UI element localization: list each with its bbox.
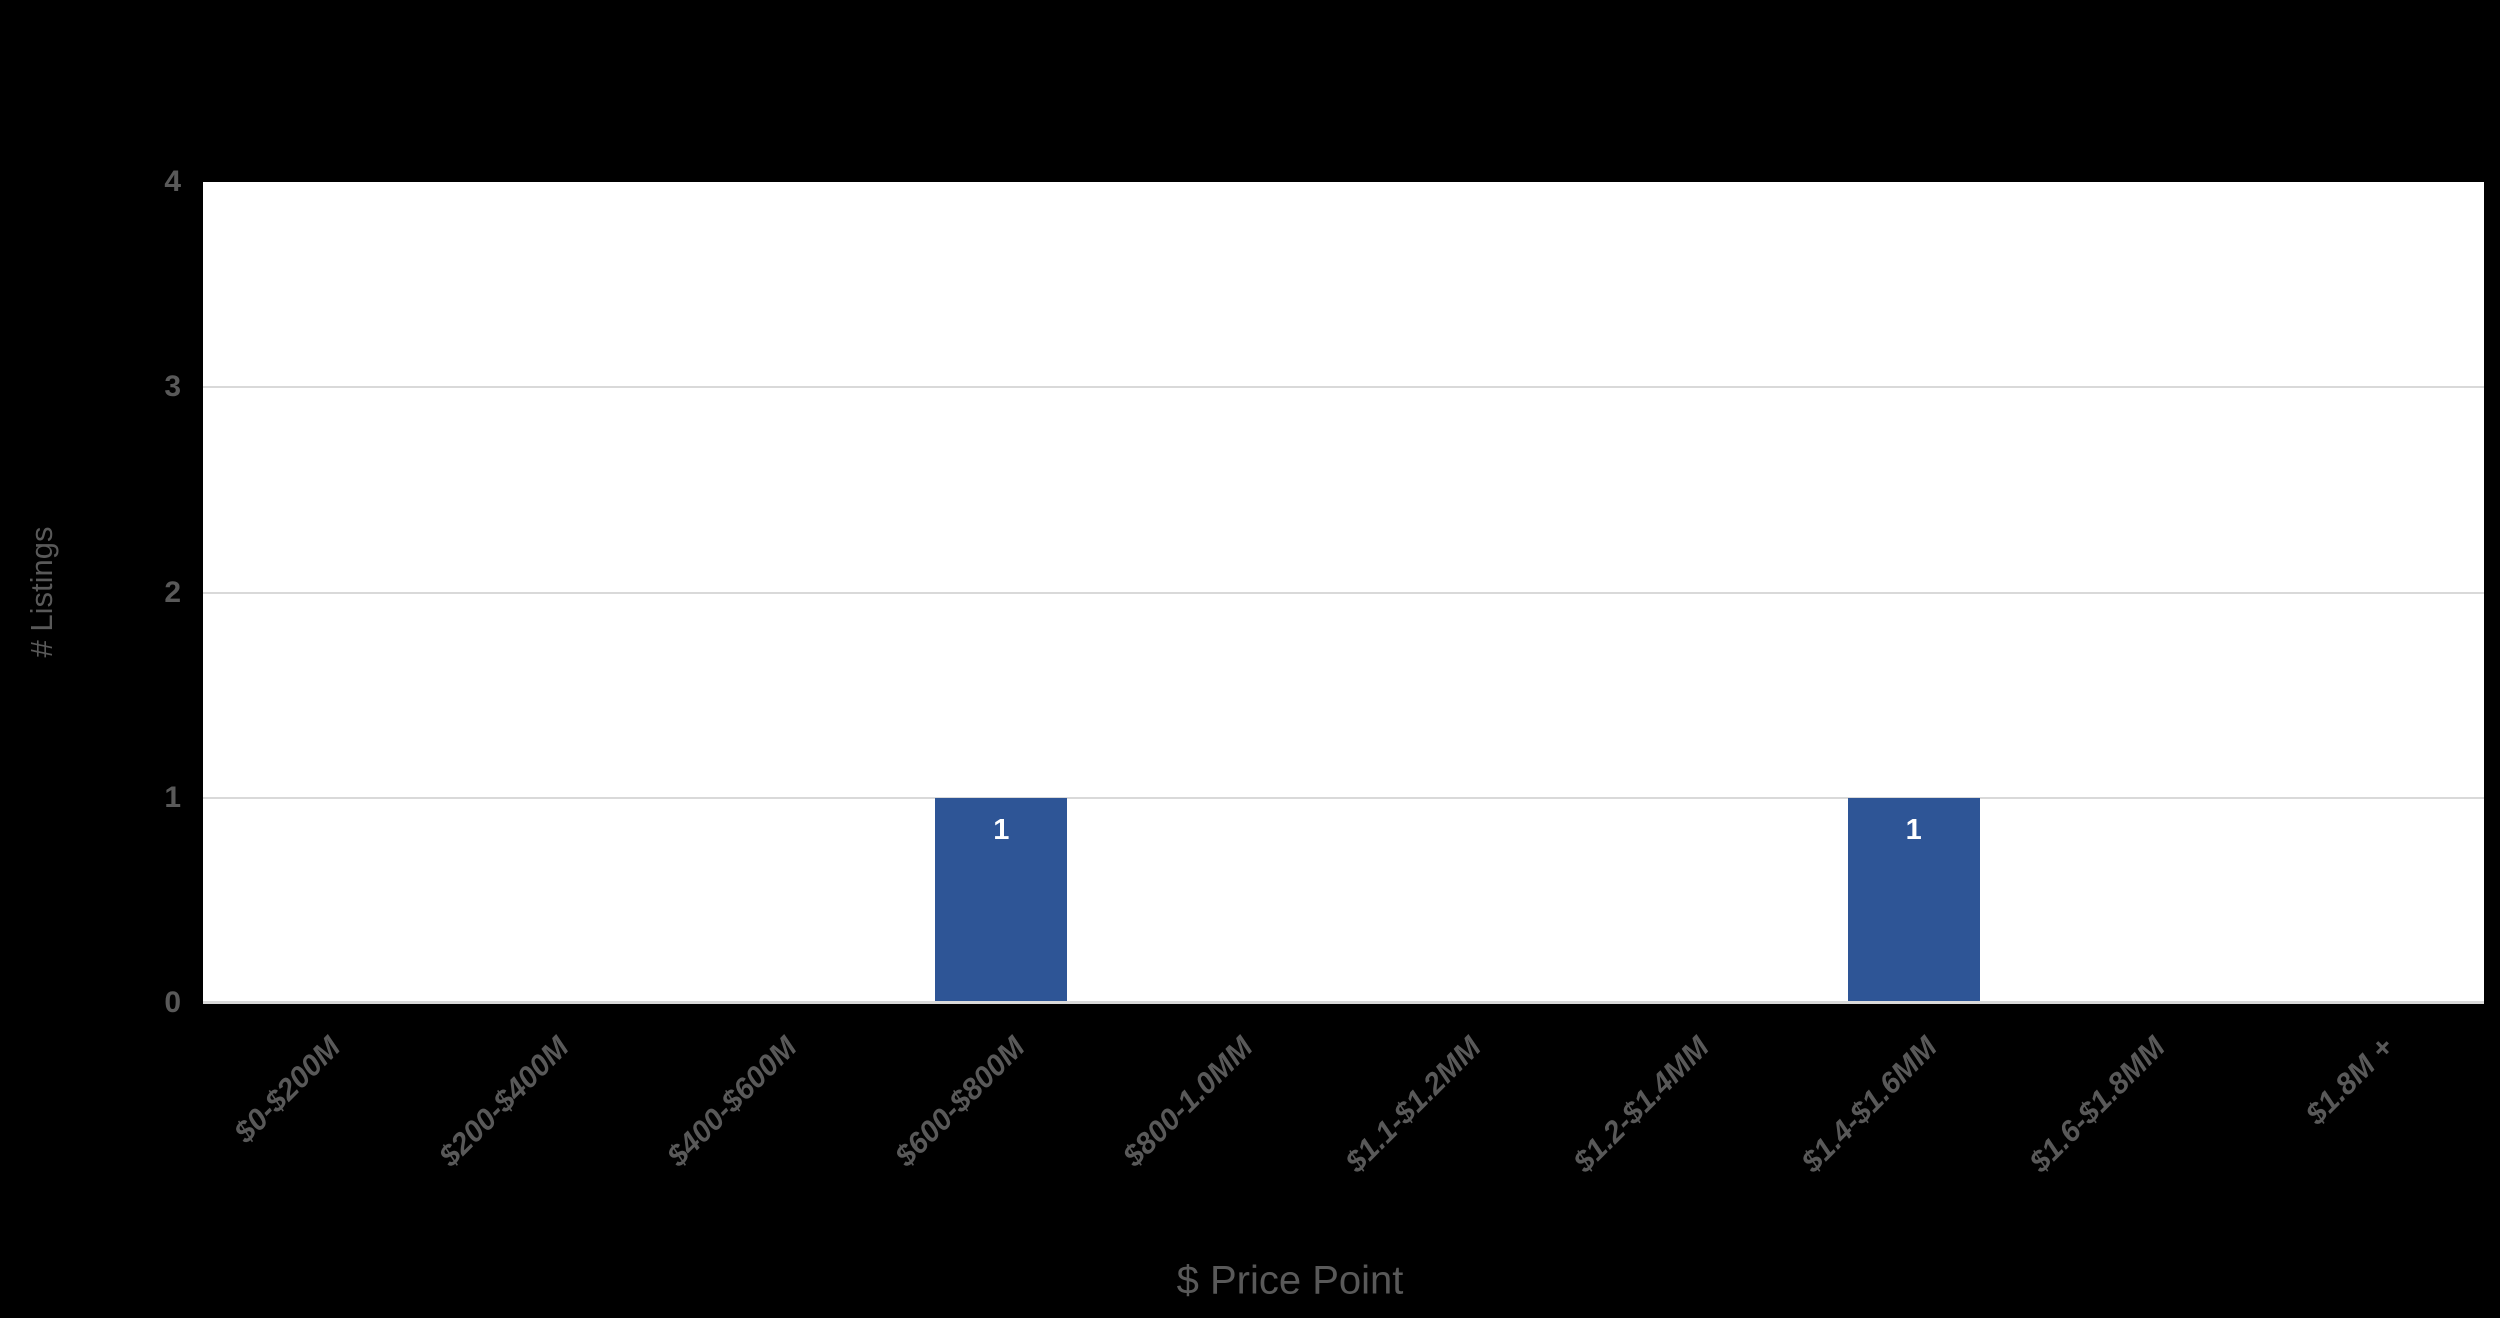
bar-value-label: 1 [993,813,1010,846]
x-tick-label-2: $200-$400M [432,1030,576,1174]
x-tick-label-5: $800-1.0MM [1116,1030,1260,1174]
x-tick-label-6: $1.1-$1.2MM [1339,1030,1488,1179]
x-tick-label-3: $400-$600M [660,1030,804,1174]
x-tick-label-7: $1.2-$1.4MM [1567,1030,1716,1179]
gridline-y-3 [203,386,2484,389]
x-tick-label-1: $0-$200M [228,1030,347,1150]
bar-value-label: 1 [1905,813,1922,846]
y-tick-label-1: 1 [164,780,181,814]
bar-$1.4-$1.6MM: 1 [1847,797,1980,1003]
x-tick-label-9: $1.6-$1.8MM [2023,1030,2172,1179]
y-tick-label-2: 2 [164,575,181,609]
y-axis-title: # Listings [24,526,59,658]
x-tick-label-8: $1.4-$1.6MM [1795,1030,1944,1179]
y-tick-label-3: 3 [164,370,181,404]
y-tick-label-0: 0 [164,986,181,1019]
bar-$600-$800M: 1 [935,797,1068,1003]
gridline-y-1 [203,796,2484,799]
x-tick-label-10: $1.8M + [2299,1030,2400,1132]
x-axis-title: $ Price Point [1176,1258,1404,1303]
gridline-y-2 [203,591,2484,594]
x-axis-line [203,1001,2484,1004]
y-tick-label-4: 4 [164,165,181,198]
x-tick-label-4: $600-$800M [888,1030,1032,1174]
